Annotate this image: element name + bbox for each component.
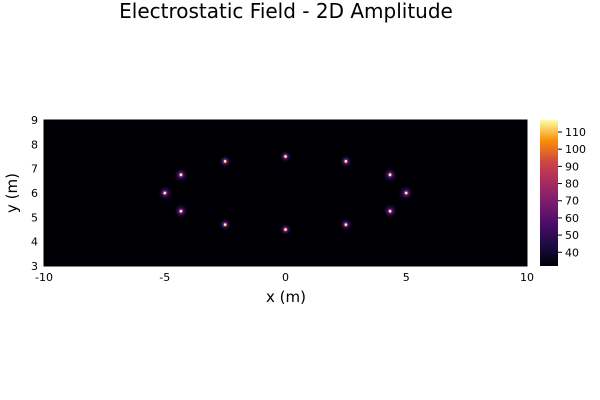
colorbar-ticks: 40 50 60 70 80 90 100 110 <box>558 126 586 259</box>
colorbar-tick-label: 40 <box>565 246 579 259</box>
charge-point <box>180 210 182 212</box>
y-axis-label: y (m) <box>3 173 21 213</box>
charge-point <box>345 160 347 162</box>
charge-point <box>405 192 407 194</box>
y-tick-label: 7 <box>31 163 38 176</box>
charge-point <box>345 223 347 225</box>
heatmap-plot-area <box>44 120 527 266</box>
x-tick-label: -5 <box>159 271 170 284</box>
charge-point <box>284 155 286 157</box>
colorbar-tick-label: 100 <box>565 143 586 156</box>
colorbar-tick-label: 80 <box>565 178 579 191</box>
heatmap-canvas <box>44 120 527 266</box>
colorbar-tick-label: 110 <box>565 126 586 139</box>
charge-point <box>389 174 391 176</box>
y-tick-label: 6 <box>31 187 38 200</box>
charge-point <box>284 228 286 230</box>
x-tick-label: 5 <box>403 271 410 284</box>
colorbar-tick-label: 60 <box>565 212 579 225</box>
colorbar-tick-label: 90 <box>565 160 579 173</box>
colorbar-gradient <box>540 120 558 266</box>
x-tick-label: 0 <box>282 271 289 284</box>
y-tick-label: 5 <box>31 211 38 224</box>
charge-point <box>224 160 226 162</box>
charge-point <box>180 174 182 176</box>
y-tick-label: 4 <box>31 236 38 249</box>
charge-point <box>224 223 226 225</box>
x-axis-label: x (m) <box>266 288 306 306</box>
colorbar-tick-label: 50 <box>565 229 579 242</box>
x-tick-label: 10 <box>520 271 534 284</box>
y-tick-label: 8 <box>31 138 38 151</box>
colorbar-tick-label: 70 <box>565 195 579 208</box>
y-tick-label: 9 <box>31 114 38 127</box>
y-tick-label: 3 <box>31 260 38 273</box>
colorbar: 40 50 60 70 80 90 100 110 <box>540 120 586 266</box>
chart-title: Electrostatic Field - 2D Amplitude <box>119 0 453 23</box>
charge-point <box>164 192 166 194</box>
charge-point <box>389 210 391 212</box>
